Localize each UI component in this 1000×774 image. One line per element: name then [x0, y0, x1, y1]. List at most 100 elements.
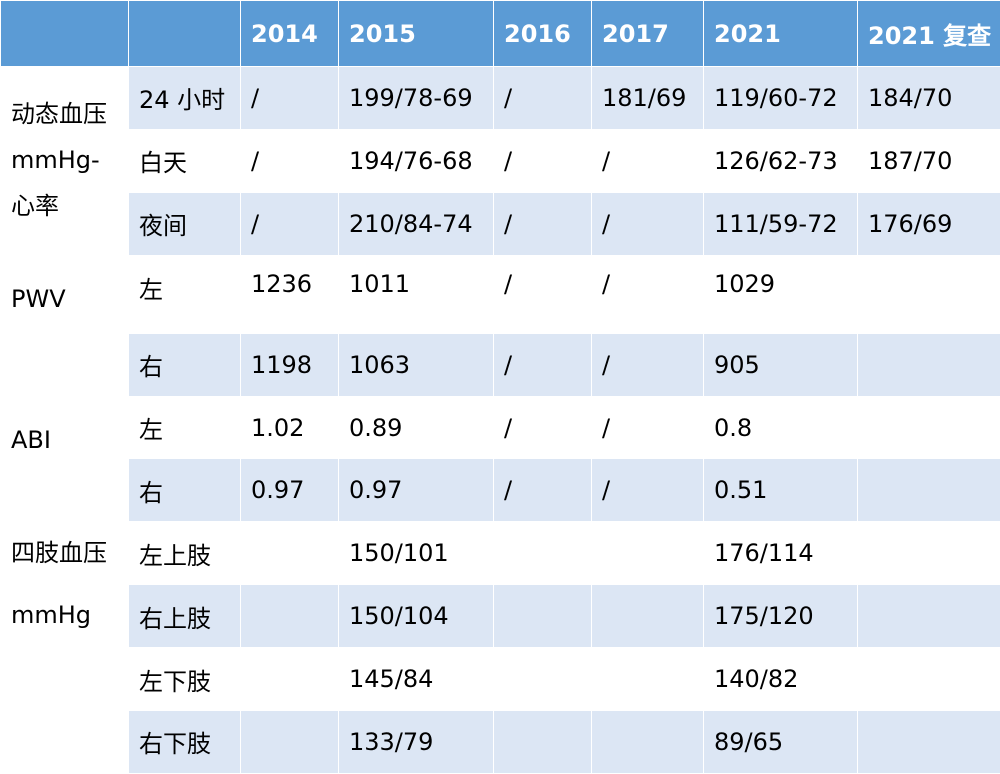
group-label-abi: ABI — [0, 395, 129, 523]
group-label-line: ABI — [11, 425, 51, 454]
table-cell — [240, 647, 339, 712]
group-label-line: 动态血压 — [11, 100, 107, 128]
table-row: 左下肢 145/84 140/82 — [1, 647, 1000, 712]
header-cell-2016: 2016 — [493, 0, 592, 67]
table-row: 右下肢 133/79 89/65 — [1, 710, 1000, 774]
table-cell: 1029 — [703, 254, 858, 334]
table-cell: 150/104 — [338, 584, 494, 649]
table-cell: / — [493, 128, 592, 193]
table-cell: / — [240, 191, 339, 256]
group-label-line: 心率 — [11, 192, 59, 220]
row-label: 左 — [128, 395, 241, 460]
table-cell: 140/82 — [703, 647, 858, 712]
table-cell: 133/79 — [338, 710, 494, 774]
header-cell-2017: 2017 — [591, 0, 704, 67]
table-cell: 145/84 — [338, 647, 494, 712]
table-row: 右上肢 150/104 175/120 — [1, 584, 1000, 649]
table-row: 四肢血压 mmHg 左上肢 150/101 176/114 — [0, 521, 1000, 774]
table-cell: 119/60-72 — [703, 66, 858, 130]
table-cell — [857, 584, 1000, 649]
table-cell: 905 — [703, 332, 858, 397]
table-cell: / — [493, 191, 592, 256]
table-row: ABI 左 1.02 0.89 / / 0.8 — [0, 395, 1000, 523]
table-cell: 1236 — [240, 254, 339, 334]
table-cell: 1198 — [240, 332, 339, 397]
table-cell: 111/59-72 — [703, 191, 858, 256]
table-cell — [240, 710, 339, 774]
table-cell: / — [240, 128, 339, 193]
table-cell: 199/78-69 — [338, 66, 494, 130]
row-label: 右 — [128, 332, 241, 397]
table-row: 白天 / 194/76-68 / / 126/62-73 187/70 — [1, 128, 1000, 193]
table-cell — [591, 521, 704, 586]
group-label-line: mmHg — [11, 601, 92, 630]
row-label: 夜间 — [128, 191, 241, 256]
table-cell — [857, 395, 1000, 460]
header-cell-2015: 2015 — [338, 0, 494, 67]
table-cell: 0.97 — [240, 458, 339, 523]
table-cell: / — [591, 128, 704, 193]
row-label: 左 — [128, 254, 241, 334]
row-label: 左上肢 — [128, 521, 241, 586]
row-label: 24 小时 — [128, 66, 241, 130]
group-label-line: mmHg- — [11, 146, 100, 174]
table-row: 右 0.97 0.97 / / 0.51 — [1, 458, 1000, 523]
table-cell — [240, 584, 339, 649]
header-cell — [0, 0, 129, 67]
table-cell: / — [591, 332, 704, 397]
table-cell: 1.02 — [240, 395, 339, 460]
row-label: 左下肢 — [128, 647, 241, 712]
table-cell: / — [591, 191, 704, 256]
table-cell: / — [591, 458, 704, 523]
table-cell: 181/69 — [591, 66, 704, 130]
row-label: 白天 — [128, 128, 241, 193]
table-cell: 0.89 — [338, 395, 494, 460]
table-cell — [857, 647, 1000, 712]
table-cell: / — [493, 332, 592, 397]
table-cell — [857, 254, 1000, 334]
table-cell — [240, 521, 339, 586]
table-cell — [857, 332, 1000, 397]
table-cell — [493, 584, 592, 649]
table-cell — [493, 710, 592, 774]
table-cell: 126/62-73 — [703, 128, 858, 193]
header-cell-2021: 2021 — [703, 0, 858, 67]
table-cell: 89/65 — [703, 710, 858, 774]
table-row: 右 1198 1063 / / 905 — [1, 332, 1000, 397]
table-cell — [493, 647, 592, 712]
table-cell: / — [240, 66, 339, 130]
table-cell — [591, 647, 704, 712]
table-row: 动态血压 mmHg- 心率 24 小时 / 199/78-69 / 181/69… — [0, 66, 1000, 256]
row-label: 右下肢 — [128, 710, 241, 774]
table-cell: / — [493, 66, 592, 130]
row-label: 右 — [128, 458, 241, 523]
table-cell: 210/84-74 — [338, 191, 494, 256]
table-cell: 0.51 — [703, 458, 858, 523]
group-label-line: 四肢血压 — [11, 539, 107, 568]
table-cell: 150/101 — [338, 521, 494, 586]
table-cell — [857, 458, 1000, 523]
table-cell — [857, 710, 1000, 774]
table-cell: 194/76-68 — [338, 128, 494, 193]
table-cell: 1063 — [338, 332, 494, 397]
table-cell — [857, 521, 1000, 586]
table-cell: / — [493, 458, 592, 523]
table-cell: / — [591, 395, 704, 460]
table-row: PWV 左 1236 1011 / / 1029 — [0, 254, 1000, 397]
table-cell: 187/70 — [857, 128, 1000, 193]
table-cell: 1011 — [338, 254, 494, 334]
table-header-row: 2014 2015 2016 2017 2021 2021 复查 — [0, 0, 1000, 67]
table-cell: / — [493, 395, 592, 460]
table-cell — [493, 521, 592, 586]
header-cell-2014: 2014 — [240, 0, 339, 67]
group-label-pwv: PWV — [0, 254, 129, 397]
table-cell: 184/70 — [857, 66, 1000, 130]
table-cell: 0.97 — [338, 458, 494, 523]
group-label-line: PWV — [11, 284, 66, 313]
group-label-limb-bp: 四肢血压 mmHg — [0, 521, 129, 774]
table-cell: / — [591, 254, 704, 334]
table-cell — [591, 710, 704, 774]
table-cell — [591, 584, 704, 649]
table-row: 夜间 / 210/84-74 / / 111/59-72 176/69 — [1, 191, 1000, 256]
